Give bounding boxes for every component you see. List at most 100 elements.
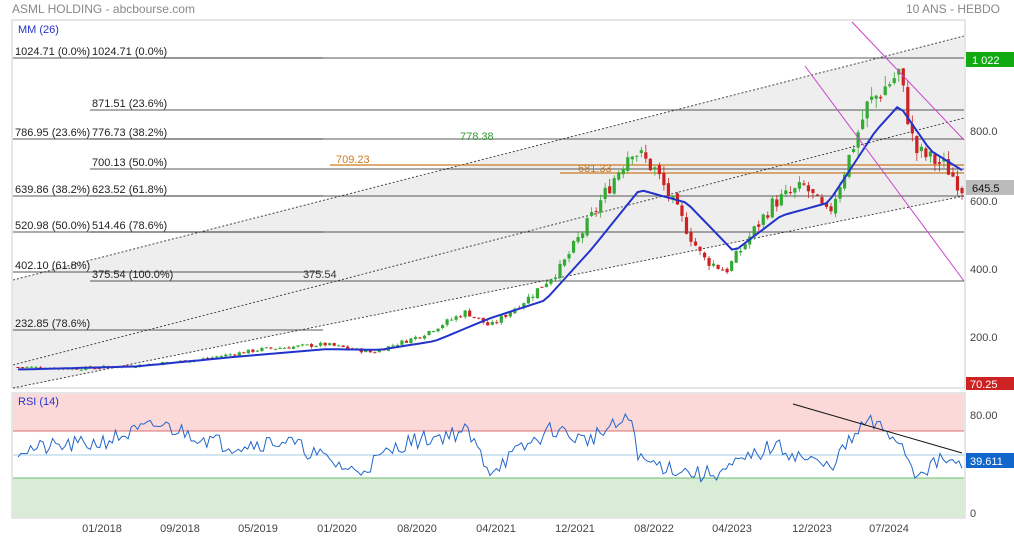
candle-up	[305, 344, 309, 346]
candle-up	[635, 155, 639, 157]
uptrend-channel-fill	[13, 36, 964, 388]
candle-down	[468, 310, 472, 317]
candle-down	[811, 189, 815, 193]
y-tick-200: 200.0	[970, 332, 998, 344]
candle-up	[413, 336, 418, 339]
chart-title: ASML HOLDING - abcbourse.com	[12, 2, 195, 16]
ma-label: MM (26)	[18, 24, 59, 36]
x-tick: 04/2023	[712, 523, 752, 535]
fib-right-label: 1024.71 (0.0%)	[92, 46, 167, 58]
candle-up	[576, 237, 580, 242]
candle-up	[851, 149, 856, 152]
candle-down	[662, 172, 666, 186]
candle-up	[797, 182, 801, 189]
candle-up	[842, 174, 847, 189]
high-badge-value: 1 022	[972, 55, 1000, 67]
candle-up	[793, 188, 797, 193]
x-tick: 07/2024	[869, 523, 909, 535]
candle-down	[644, 152, 648, 159]
rsi-y-tick-80: 80.00	[970, 410, 998, 422]
candle-up	[874, 95, 878, 99]
candle-up	[508, 312, 512, 317]
candle-down	[721, 269, 725, 271]
candle-up	[431, 331, 436, 333]
candle-up	[761, 214, 765, 225]
candle-down	[657, 165, 661, 175]
candle-up	[499, 315, 503, 323]
candle-down	[346, 346, 350, 349]
candle-down	[806, 185, 811, 192]
candle-up	[255, 350, 259, 352]
candle-up	[436, 328, 440, 332]
candle-up	[260, 347, 264, 352]
y-tick-800: 800.0	[970, 126, 998, 138]
candle-up	[450, 319, 454, 321]
x-tick: 01/2020	[317, 523, 357, 535]
candle-up	[743, 244, 747, 250]
candle-up	[549, 279, 553, 284]
x-tick: 05/2019	[238, 523, 278, 535]
candle-down	[933, 154, 937, 164]
y-tick-600: 600.0	[970, 196, 998, 208]
candle-up	[273, 348, 278, 350]
candle-down	[666, 183, 671, 197]
candle-up	[892, 78, 896, 84]
candle-up	[219, 356, 223, 358]
candle-up	[490, 321, 494, 325]
candle-up	[612, 178, 616, 194]
candle-up	[300, 344, 305, 346]
candle-up	[639, 150, 643, 154]
candle-down	[829, 206, 833, 212]
x-tick: 04/2021	[476, 523, 516, 535]
candle-up	[752, 226, 756, 236]
rsi-overbought-zone	[13, 394, 964, 431]
candle-up	[445, 319, 449, 325]
candle-up	[567, 254, 571, 259]
candle-up	[34, 366, 38, 368]
x-axis: 01/2018 09/2018 05/2019 01/2020 08/2020 …	[82, 523, 909, 535]
fib-right-label: 700.13 (50.0%)	[92, 157, 167, 169]
candle-down	[707, 258, 711, 266]
candle-up	[888, 84, 892, 87]
candle-up	[282, 347, 287, 349]
candle-up	[847, 154, 851, 177]
candle-down	[93, 368, 97, 370]
candle-up	[328, 343, 332, 346]
candle-down	[459, 316, 463, 318]
candle-up	[928, 151, 932, 157]
candle-down	[802, 183, 806, 185]
candle-up	[779, 194, 783, 206]
candle-up	[215, 356, 219, 358]
candle-down	[97, 368, 101, 370]
candle-up	[571, 241, 576, 253]
fib-left-label: 402.10 (61.8%)	[15, 260, 90, 272]
high-badge: 1 022	[966, 52, 1014, 67]
candle-down	[879, 96, 883, 99]
candle-up	[865, 101, 869, 119]
candle-down	[689, 232, 693, 242]
candle-up	[25, 366, 29, 368]
annotation-support: 681.33	[578, 163, 612, 175]
candle-down	[608, 186, 612, 194]
candle-up	[617, 172, 621, 180]
candle-up	[603, 187, 607, 199]
candle-up	[526, 296, 530, 304]
candle-down	[946, 159, 951, 175]
x-tick: 08/2020	[397, 523, 437, 535]
fib-right-label: 776.73 (38.2%)	[92, 127, 167, 139]
candle-up	[535, 288, 540, 299]
candle-up	[422, 335, 427, 339]
y-tick-400: 400.0	[970, 264, 998, 276]
fib-left-label: 786.95 (23.6%)	[15, 127, 90, 139]
annotation-low-2022: 375.54	[303, 269, 337, 281]
rsi-trendline	[792, 403, 963, 454]
candle-down	[418, 337, 422, 339]
candle-up	[838, 187, 842, 199]
candle-down	[906, 87, 910, 125]
candle-down	[594, 211, 598, 213]
candle-down	[960, 188, 964, 194]
candle-up	[79, 369, 83, 371]
candle-up	[558, 263, 562, 279]
moving-average-line	[18, 106, 963, 371]
